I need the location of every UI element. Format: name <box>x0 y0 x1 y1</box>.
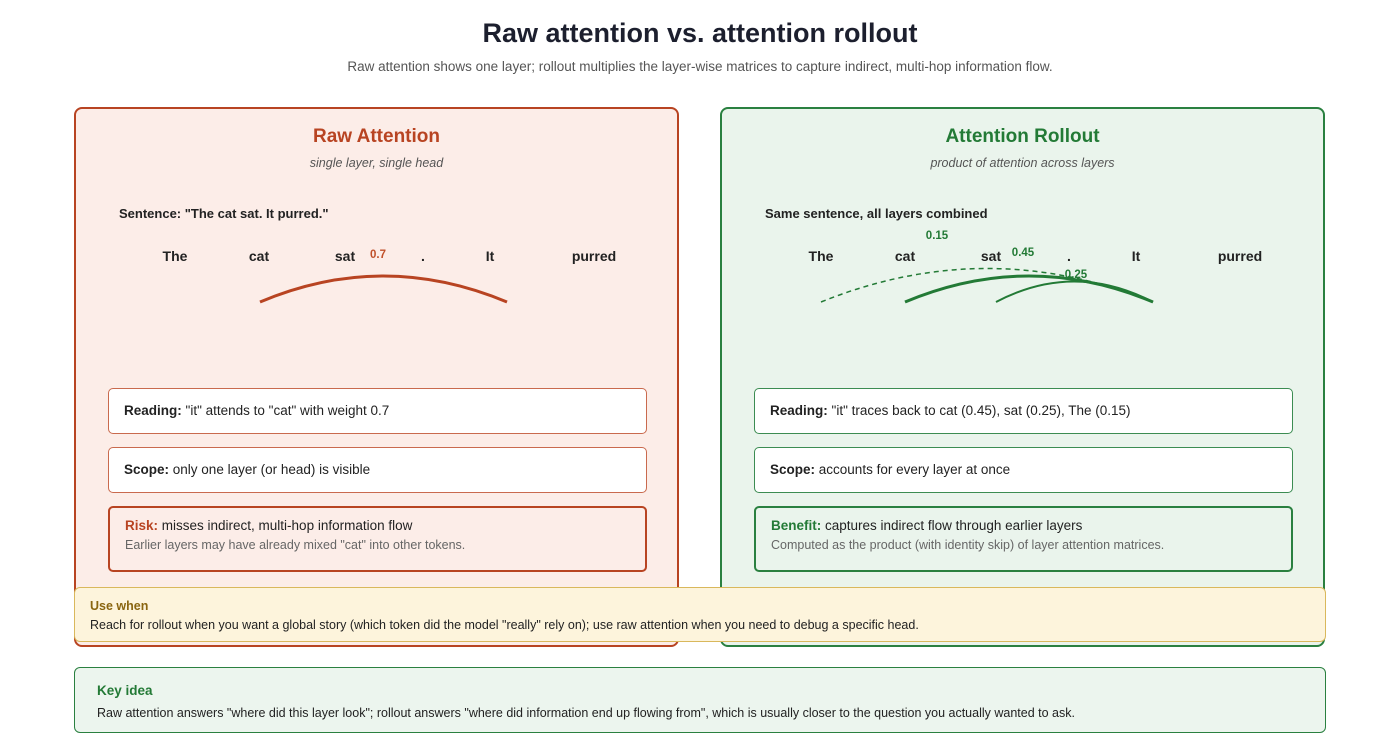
raw-token-purred: purred <box>571 248 617 264</box>
rollout-token-period: . <box>1067 248 1071 264</box>
raw-reading-card: Reading: "it" attends to "cat" with weig… <box>108 388 647 434</box>
raw-sentence-label: Sentence: "The cat sat. It purred." <box>119 206 329 221</box>
rollout-arc-it-the <box>820 267 1154 303</box>
rollout-weight-it-cat: 0.45 <box>1011 247 1035 259</box>
rollout-reading-lead: Reading: <box>770 403 828 418</box>
rollout-panel-subtitle: product of attention across layers <box>930 156 1115 170</box>
rollout-token-sat: sat <box>980 248 1002 264</box>
rollout-benefit-lead: Benefit: <box>771 518 822 533</box>
raw-token-the: The <box>162 248 188 264</box>
attention-rollout-panel: Attention Rollout product of attention a… <box>720 107 1325 647</box>
raw-token-it: It <box>485 248 495 264</box>
rollout-token-purred: purred <box>1217 248 1263 264</box>
rollout-scope-lead: Scope: <box>770 462 816 477</box>
rollout-scope-card: Scope: accounts for every layer at once <box>754 447 1293 493</box>
rollout-token-cat: cat <box>894 248 916 264</box>
rollout-benefit-note: Computed as the product (with identity s… <box>771 538 1165 552</box>
rollout-attention-arcs <box>820 267 1154 304</box>
raw-scope-text: only one layer (or head) is visible <box>172 462 371 477</box>
rollout-weight-it-the: 0.15 <box>925 230 949 242</box>
raw-panel-title: Raw Attention <box>312 126 440 147</box>
rollout-arc-it-cat <box>904 274 1154 304</box>
rollout-sentence-label: Same sentence, all layers combined <box>765 206 988 221</box>
page-title: Raw attention vs. attention rollout <box>482 18 918 48</box>
rollout-weight-it-sat: 0.25 <box>1064 269 1088 281</box>
page-subtitle: Raw attention shows one layer; rollout m… <box>347 59 1053 74</box>
raw-reading-text: "it" attends to "cat" with weight 0.7 <box>185 403 390 418</box>
rollout-reading-card: Reading: "it" traces back to cat (0.45),… <box>754 388 1293 434</box>
raw-token-cat: cat <box>248 248 270 264</box>
raw-risk-text: misses indirect, multi-hop information f… <box>161 518 413 533</box>
rollout-reading-text: "it" traces back to cat (0.45), sat (0.2… <box>831 403 1131 418</box>
use-when-banner: Use when Reach for rollout when you want… <box>74 587 1326 642</box>
rollout-benefit-text: captures indirect flow through earlier l… <box>825 518 1083 533</box>
raw-arc-it-cat <box>259 274 508 304</box>
raw-scope-lead: Scope: <box>124 462 170 477</box>
use-when-heading: Use when <box>90 599 149 613</box>
raw-attention-panel: Raw Attention single layer, single head … <box>74 107 679 647</box>
raw-risk-lead: Risk: <box>125 518 159 533</box>
raw-risk-note: Earlier layers may have already mixed "c… <box>125 538 466 552</box>
raw-scope-card: Scope: only one layer (or head) is visib… <box>108 447 647 493</box>
rollout-token-it: It <box>1131 248 1141 264</box>
raw-risk-card: Risk: misses indirect, multi-hop informa… <box>108 506 647 572</box>
raw-panel-subtitle: single layer, single head <box>309 156 444 170</box>
raw-token-period: . <box>421 248 425 264</box>
raw-attention-arcs <box>259 274 508 304</box>
use-when-text: Reach for rollout when you want a global… <box>90 618 919 632</box>
rollout-arc-it-sat <box>995 280 1154 303</box>
rollout-benefit-card: Benefit: captures indirect flow through … <box>754 506 1293 572</box>
key-idea-text: Raw attention answers "where did this la… <box>97 706 1075 720</box>
rollout-token-the: The <box>808 248 834 264</box>
raw-reading-lead: Reading: <box>124 403 182 418</box>
key-idea-box: Key idea Raw attention answers "where di… <box>74 667 1326 733</box>
rollout-panel-title: Attention Rollout <box>945 126 1100 147</box>
raw-token-sat: sat <box>334 248 356 264</box>
raw-weight-it-cat: 0.7 <box>370 249 386 261</box>
rollout-scope-text: accounts for every layer at once <box>818 462 1011 477</box>
key-idea-heading: Key idea <box>97 683 153 698</box>
